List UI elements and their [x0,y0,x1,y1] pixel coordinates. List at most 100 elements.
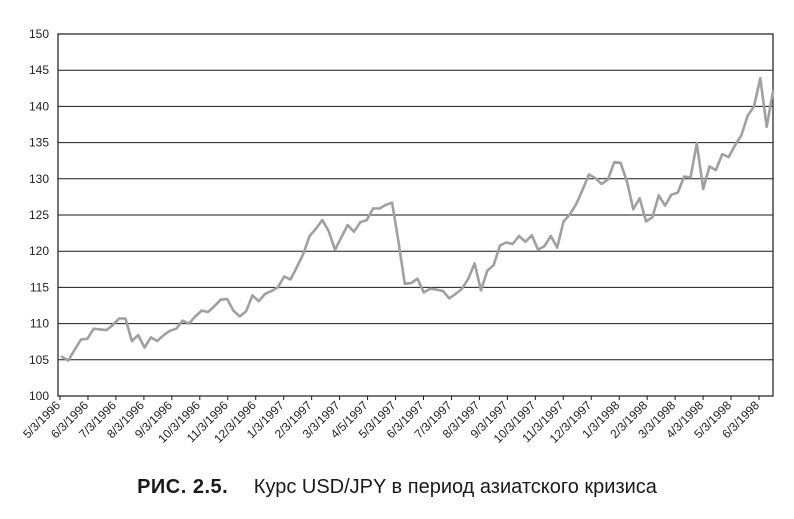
data-point [149,336,153,339]
data-point [498,244,502,247]
data-point [448,297,451,300]
data-point [143,346,146,349]
data-point [340,236,343,239]
y-tick-label: 140 [29,99,49,113]
data-point [682,175,686,178]
data-point [60,355,64,359]
data-point [194,315,197,318]
data-point [73,348,76,351]
data-point [568,213,572,216]
data-point [460,287,464,291]
data-point [130,339,134,343]
data-point [555,246,559,249]
data-point [479,289,483,292]
data-point [746,114,749,118]
data-point [105,328,108,332]
data-point [238,315,241,318]
data-point [670,193,673,196]
data-point [428,287,432,291]
data-point [295,265,299,269]
data-point [708,165,711,168]
plot-border [57,33,774,397]
y-tick-label: 115 [30,280,49,294]
data-point [346,223,349,227]
data-point [632,208,635,211]
y-tick-label: 105 [29,353,49,367]
data-point [302,252,305,256]
data-point [136,333,140,337]
data-point [206,310,210,314]
line-chart: 100 105 110 115 120 125 130 135 140 145 150 5/3/19… [20,27,775,446]
data-point [543,244,546,248]
data-point [225,297,229,301]
data-point [213,305,216,308]
data-point [365,218,368,222]
figure-caption: РИС. 2.5. Курс USD/JPY в период азиатско… [0,476,794,499]
data-point [613,160,616,164]
data-point [765,125,768,128]
data-point [333,248,337,251]
data-point [441,289,445,293]
data-point [454,292,457,296]
data-point [467,277,470,280]
data-point [517,234,521,238]
data-point [530,234,533,237]
data-point [308,234,311,238]
data-point [86,337,89,341]
data-point [111,323,114,327]
data-point [575,202,578,206]
data-point [435,288,438,291]
data-point [156,339,159,343]
data-point [733,144,737,147]
data-point [244,310,248,313]
data-point [124,317,127,320]
data-point [486,269,489,272]
data-point [625,180,629,183]
data-point [721,152,724,156]
data-point [600,182,603,186]
data-point [390,201,394,204]
data-point [727,155,730,159]
gridlines [58,69,773,361]
data-point [657,194,660,197]
data-point [327,229,330,233]
data-point [251,294,254,297]
data-point [397,240,400,243]
chart-title: Курс USD/JPY в период азиатского кризиса [253,476,657,498]
data-point [257,299,260,303]
data-points [60,76,775,362]
figure-number: РИС. 2.5. [137,476,229,498]
data-point [403,282,407,285]
data-point [181,319,184,322]
y-axis-tick-labels: 100 105 110 115 120 125 130 135 140 145 150 [29,27,49,403]
y-tick-label: 100 [29,389,49,403]
data-point [524,240,527,243]
data-point [219,298,222,301]
data-point [187,322,191,325]
data-point [651,215,654,219]
data-point [98,328,102,331]
data-point [638,197,641,200]
data-point [378,207,381,210]
data-point [663,204,667,207]
data-point [352,230,356,233]
data-point [689,176,692,179]
data-point [117,317,121,320]
data-point [562,220,565,223]
data-point [771,89,775,93]
data-point [79,338,83,341]
data-point [175,327,178,330]
data-point [232,309,235,312]
data-point [473,262,476,265]
data-point [314,227,318,230]
data-point [162,333,165,337]
data-point [587,173,591,176]
data-point [740,134,743,137]
data-point [384,203,387,207]
data-point [581,188,584,191]
data-point [168,329,172,333]
data-point [492,263,495,267]
y-tick-label: 135 [29,136,49,150]
usd-jpy-line [60,76,775,362]
data-point [270,289,273,293]
